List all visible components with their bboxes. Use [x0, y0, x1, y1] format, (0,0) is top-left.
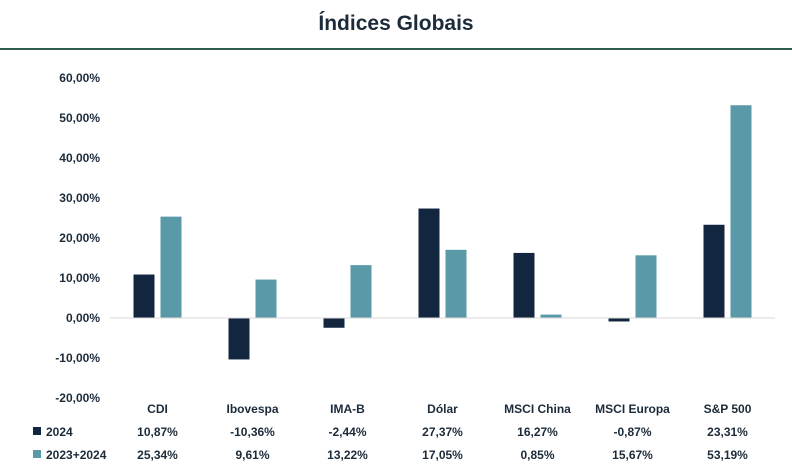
data-label: 9,61% — [235, 448, 269, 462]
category-label: MSCI Europa — [595, 402, 670, 416]
bar-series1 — [608, 318, 630, 322]
bar-series2 — [255, 279, 277, 318]
y-tick-label: 0,00% — [66, 311, 100, 325]
y-tick-label: -20,00% — [55, 391, 100, 405]
category-label: S&P 500 — [704, 402, 752, 416]
legend-swatch — [33, 427, 41, 435]
y-tick-label: 50,00% — [59, 111, 100, 125]
bar-series1 — [133, 274, 155, 318]
legend-swatch — [33, 450, 41, 458]
y-tick-label: 30,00% — [59, 191, 100, 205]
bar-series2 — [730, 105, 752, 319]
category-label: IMA-B — [330, 402, 365, 416]
y-tick-label: 20,00% — [59, 231, 100, 245]
data-label: 25,34% — [137, 448, 178, 462]
y-tick-label: 40,00% — [59, 151, 100, 165]
legend-label: 2023+2024 — [46, 448, 107, 462]
title-divider — [0, 48, 792, 50]
data-table: 2024 10,87% -10,36% -2,44% 27,37% 16,27% -0,87… — [33, 425, 748, 462]
bars — [133, 105, 752, 360]
bar-series2 — [350, 265, 372, 318]
y-tick-label: 60,00% — [59, 71, 100, 85]
bar-series1 — [703, 224, 725, 318]
category-label: CDI — [147, 402, 168, 416]
category-label: Ibovespa — [226, 402, 278, 416]
category-labels: CDI Ibovespa IMA-B Dólar MSCI China MSCI Euro… — [147, 402, 752, 416]
bar-series2 — [160, 216, 182, 318]
chart-title: Índices Globais — [318, 12, 474, 35]
data-label: -0,87% — [613, 425, 651, 439]
legend-label: 2024 — [46, 425, 73, 439]
bar-series2 — [445, 249, 467, 318]
data-label: 13,22% — [327, 448, 368, 462]
data-label: 10,87% — [137, 425, 178, 439]
data-label: 53,19% — [707, 448, 748, 462]
data-label: -2,44% — [328, 425, 366, 439]
data-label: 27,37% — [422, 425, 463, 439]
data-label: 23,31% — [707, 425, 748, 439]
data-label: 17,05% — [422, 448, 463, 462]
data-label: 0,85% — [520, 448, 554, 462]
data-label: 15,67% — [612, 448, 653, 462]
category-label: MSCI China — [504, 402, 571, 416]
bar-series2 — [635, 255, 657, 318]
bar-series1 — [513, 252, 535, 318]
y-tick-label: 10,00% — [59, 271, 100, 285]
bar-series2 — [540, 314, 562, 318]
bar-series1 — [323, 318, 345, 328]
bar-series1 — [418, 208, 440, 318]
y-tick-label: -10,00% — [55, 351, 100, 365]
bar-series1 — [228, 318, 250, 360]
y-axis: 60,00% 50,00% 40,00% 30,00% 20,00% 10,00% 0,00… — [55, 71, 100, 405]
data-label: -10,36% — [230, 425, 275, 439]
data-label: 16,27% — [517, 425, 558, 439]
category-label: Dólar — [427, 402, 458, 416]
